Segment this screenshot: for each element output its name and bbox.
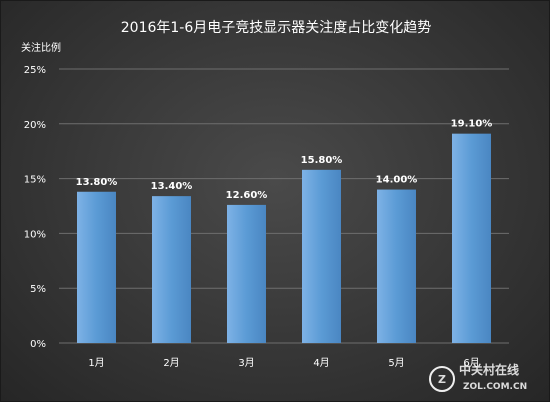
data-label: 12.60% bbox=[226, 190, 268, 201]
bar bbox=[452, 133, 491, 343]
gridlines bbox=[59, 68, 509, 344]
svg-text:Z: Z bbox=[438, 373, 446, 386]
x-tick-labels: 1月 2月 3月 4月 5月 6月 bbox=[88, 357, 479, 369]
bar bbox=[302, 169, 341, 343]
y-tick-label: 5% bbox=[30, 284, 46, 295]
data-label: 14.00% bbox=[376, 175, 418, 186]
data-label: 13.40% bbox=[151, 181, 193, 192]
y-tick-labels: 0% 5% 10% 15% 20% 25% bbox=[24, 65, 46, 350]
watermark-brand: 中关村在线 bbox=[459, 362, 519, 377]
bars bbox=[77, 133, 491, 343]
data-label: 13.80% bbox=[76, 177, 118, 188]
y-tick-label: 0% bbox=[30, 339, 46, 350]
y-tick-label: 10% bbox=[24, 229, 46, 240]
bar bbox=[77, 191, 116, 343]
watermark-domain: ZOL.COM.CN bbox=[463, 382, 527, 392]
y-tick-label: 25% bbox=[24, 65, 46, 76]
data-labels: 13.80% 13.40% 12.60% 15.80% 14.00% 19.10% bbox=[76, 119, 493, 201]
watermark-logo-icon bbox=[429, 366, 455, 392]
x-tick-label: 5月 bbox=[388, 357, 404, 369]
watermark: Z 中关村在线 ZOL.COM.CN bbox=[429, 362, 527, 392]
data-label: 15.80% bbox=[301, 155, 343, 166]
data-label: 19.10% bbox=[451, 119, 493, 130]
x-tick-label: 4月 bbox=[313, 357, 329, 369]
y-tick-label: 15% bbox=[24, 175, 46, 186]
y-tick-label: 20% bbox=[24, 120, 46, 131]
y-axis-label: 关注比例 bbox=[21, 41, 61, 54]
x-tick-label: 2月 bbox=[163, 357, 179, 369]
x-tick-label: 1月 bbox=[88, 357, 104, 369]
bar bbox=[152, 196, 191, 343]
x-tick-label: 3月 bbox=[238, 357, 254, 369]
bar bbox=[377, 189, 416, 343]
bar bbox=[227, 204, 266, 343]
chart-title: 2016年1-6月电子竞技显示器关注度占比变化趋势 bbox=[121, 19, 432, 36]
x-tick-label: 6月 bbox=[463, 357, 479, 369]
